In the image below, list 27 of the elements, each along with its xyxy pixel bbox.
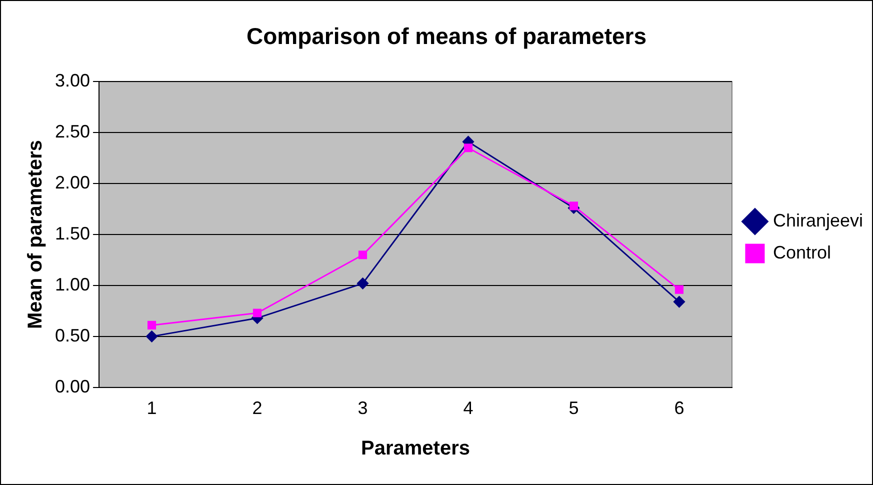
- y-tick-label: 0.00: [54, 376, 90, 396]
- x-tick-label: 1: [146, 398, 157, 418]
- legend-label: Chiranjeevi: [772, 210, 864, 230]
- point: [569, 202, 578, 210]
- y-axis-title: Mean of parameters: [24, 140, 47, 329]
- point: [252, 308, 262, 318]
- point: [147, 320, 156, 330]
- chart-title: Comparison of means of parameters: [246, 23, 647, 50]
- y-tick-label: 1.00: [54, 274, 90, 294]
- point: [357, 278, 368, 290]
- y-tick-label: 0.50: [54, 325, 90, 346]
- x-tick-label: 3: [358, 398, 368, 418]
- point: [358, 250, 368, 260]
- x-tick-label: 5: [568, 398, 579, 418]
- x-tick-label: 4: [463, 398, 474, 418]
- legend-label: Control: [772, 242, 831, 262]
- y-tick-label: 2.00: [54, 172, 90, 192]
- point: [464, 144, 473, 152]
- point: [673, 296, 685, 308]
- x-axis-title: Parameters: [361, 438, 470, 460]
- point: [146, 330, 158, 342]
- x-tick-label: 2: [252, 398, 262, 418]
- point: [674, 285, 684, 294]
- y-tick-label: 2.50: [54, 122, 90, 142]
- x-tick-label: 6: [674, 398, 684, 418]
- y-tick-label: 1.50: [54, 223, 90, 244]
- y-tick-label: 3.00: [54, 70, 90, 91]
